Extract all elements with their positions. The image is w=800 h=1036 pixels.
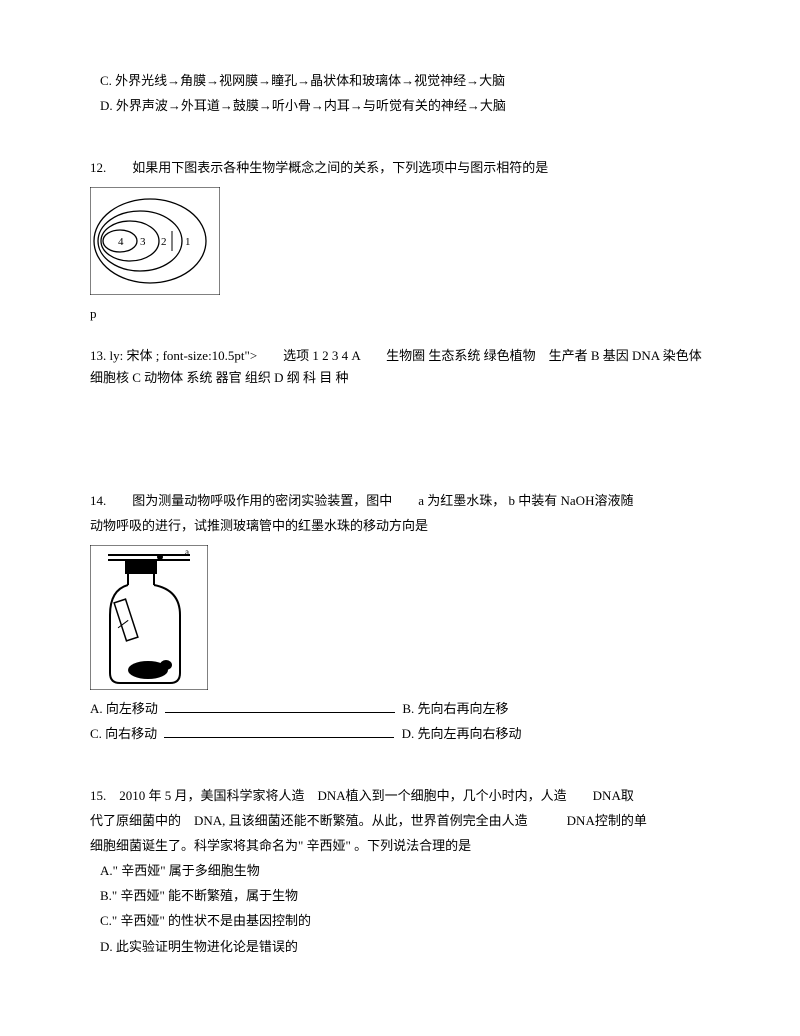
option-c: C. 外界光线→角膜→视网膜→瞳孔→晶状体和玻璃体→视觉神经→大脑: [90, 70, 710, 92]
q14-option-b: B. 先向右再向左移: [402, 701, 508, 716]
q12-diagram: 4 3 2 1: [90, 187, 710, 295]
q15-line2: 代了原细菌中的 DNA, 且该细菌还能不断繁殖。从此，世界首例完全由人造 DNA…: [90, 810, 710, 832]
q14-line2: 动物呼吸的进行，试推测玻璃管中的红墨水珠的移动方向是: [90, 515, 710, 537]
q14-option-d: D. 先向左再向右移动: [402, 726, 522, 741]
q12-footnote: p: [90, 303, 710, 325]
q14-option-c: C. 向右移动: [90, 726, 157, 741]
top-options: C. 外界光线→角膜→视网膜→瞳孔→晶状体和玻璃体→视觉神经→大脑 D. 外界声…: [90, 70, 710, 117]
question-12: 12. 如果用下图表示各种生物学概念之间的关系，下列选项中与图示相符的是 4 3…: [90, 157, 710, 325]
blank-line: [165, 700, 395, 713]
option-d: D. 外界声波→外耳道→鼓膜→听小骨→内耳→与听觉有关的神经→大脑: [90, 95, 710, 117]
svg-text:3: 3: [140, 236, 146, 248]
q14-option-a: A. 向左移动: [90, 701, 158, 716]
q15-line1: 15. 2010 年 5 月，美国科学家将人造 DNA植入到一个细胞中，几个小时…: [90, 785, 710, 807]
q14-row-ab: A. 向左移动 B. 先向右再向左移: [90, 698, 710, 720]
svg-text:2: 2: [161, 236, 167, 248]
q15-option-b: B." 辛西娅" 能不断繁殖，属于生物: [90, 885, 710, 907]
question-15: 15. 2010 年 5 月，美国科学家将人造 DNA植入到一个细胞中，几个小时…: [90, 785, 710, 958]
q15-option-d: D. 此实验证明生物进化论是错误的: [90, 936, 710, 958]
q14-row-cd: C. 向右移动 D. 先向左再向右移动: [90, 723, 710, 745]
q15-option-a: A." 辛西娅" 属于多细胞生物: [90, 860, 710, 882]
q12-prompt: 12. 如果用下图表示各种生物学概念之间的关系，下列选项中与图示相符的是: [90, 157, 710, 179]
q13-text: 13. ly: 宋体 ; font-size:10.5pt"> 选项 1 2 3…: [90, 345, 710, 389]
question-14: 14. 图为测量动物呼吸作用的密闭实验装置，图中 a 为红墨水珠， b 中装有 …: [90, 490, 710, 745]
svg-text:1: 1: [185, 236, 191, 248]
svg-text:a: a: [185, 547, 189, 557]
q15-option-c: C." 辛西娅" 的性状不是由基因控制的: [90, 910, 710, 932]
q14-diagram: a: [90, 545, 710, 690]
q15-line3: 细胞细菌诞生了。科学家将其命名为" 辛西娅" 。下列说法合理的是: [90, 835, 710, 857]
question-13: 13. ly: 宋体 ; font-size:10.5pt"> 选项 1 2 3…: [90, 345, 710, 389]
svg-text:4: 4: [118, 236, 124, 248]
blank-line: [164, 725, 394, 738]
q14-line1: 14. 图为测量动物呼吸作用的密闭实验装置，图中 a 为红墨水珠， b 中装有 …: [90, 490, 710, 512]
